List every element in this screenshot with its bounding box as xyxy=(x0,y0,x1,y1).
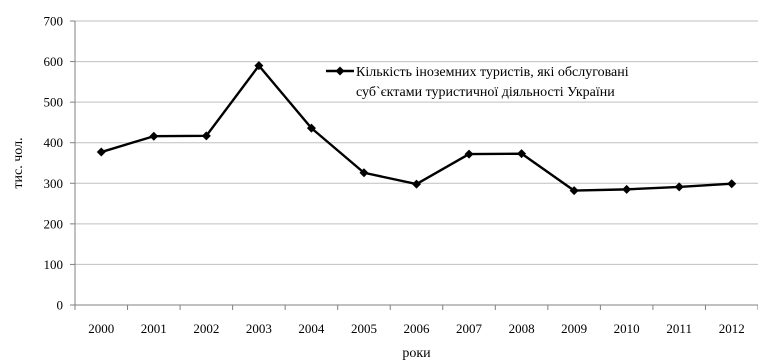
x-tick-label: 2010 xyxy=(614,321,640,336)
x-tick-label: 2009 xyxy=(561,321,587,336)
data-point-marker xyxy=(96,147,106,157)
x-tick-label: 2006 xyxy=(404,321,431,336)
x-tick-label: 2001 xyxy=(141,321,167,336)
x-tick-label: 2008 xyxy=(509,321,535,336)
x-tick-label: 2002 xyxy=(193,321,219,336)
data-point-marker xyxy=(254,61,264,71)
y-tick-label: 300 xyxy=(44,176,64,191)
x-tick-label: 2003 xyxy=(246,321,272,336)
x-tick-label: 2005 xyxy=(351,321,377,336)
legend: Кількість іноземних туристів, які обслуг… xyxy=(326,65,629,100)
y-axis-title: тис. чол. xyxy=(11,137,26,188)
data-point-marker xyxy=(359,168,369,178)
y-tick-label: 400 xyxy=(44,135,64,150)
x-tick-label: 2004 xyxy=(298,321,325,336)
data-point-marker xyxy=(412,179,421,189)
y-tick-label: 700 xyxy=(44,14,64,29)
legend-marker xyxy=(335,66,345,76)
y-tick-label: 0 xyxy=(57,298,64,313)
grid-lines xyxy=(75,20,758,265)
data-point-marker xyxy=(306,123,316,133)
x-tick-label: 2000 xyxy=(88,321,114,336)
axes: 0 100 200 300 400 500 600 700 2000 2001 2002 2003 20… xyxy=(44,14,758,336)
legend-label-line-1: Кількість іноземних туристів, які обслуг… xyxy=(356,65,629,80)
data-point-marker xyxy=(674,182,684,192)
series-layer xyxy=(96,61,737,196)
data-point-marker xyxy=(201,131,211,141)
data-point-marker xyxy=(517,149,527,159)
data-point-marker xyxy=(727,179,737,189)
x-tick-label: 2011 xyxy=(666,321,692,336)
y-tick-label: 100 xyxy=(44,257,64,272)
y-tick-label: 600 xyxy=(44,54,64,69)
y-tick-label: 500 xyxy=(44,95,64,110)
y-tick-label: 200 xyxy=(44,216,64,231)
data-point-marker xyxy=(622,184,632,194)
data-point-marker xyxy=(149,131,159,141)
x-tick-label: 2012 xyxy=(719,321,745,336)
data-point-marker xyxy=(569,186,579,196)
data-point-marker xyxy=(464,149,474,159)
x-tick-label: 2007 xyxy=(456,321,483,336)
legend-label-line-2: суб`єктами туристичної діяльності Україн… xyxy=(356,85,615,100)
x-axis-title: роки xyxy=(402,346,431,361)
